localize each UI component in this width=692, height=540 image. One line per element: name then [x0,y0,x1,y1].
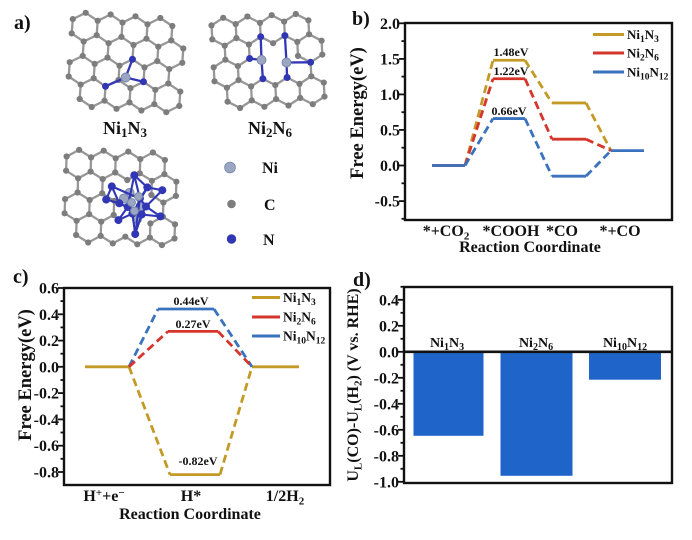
svg-text:-0.8: -0.8 [374,448,399,465]
svg-text:1.5: 1.5 [380,51,400,68]
svg-text:0.27eV: 0.27eV [176,317,211,331]
svg-text:1.0: 1.0 [380,87,400,104]
svg-text:0.5: 0.5 [380,122,400,139]
svg-text:0.0: 0.0 [39,359,59,376]
svg-text:*CO: *CO [546,223,578,240]
svg-text:-0.8: -0.8 [34,465,59,482]
svg-text:Reaction Coordinate: Reaction Coordinate [459,239,601,256]
svg-text:0.0: 0.0 [379,344,399,361]
svg-text:c): c) [13,266,29,288]
svg-text:1.22eV: 1.22eV [494,64,529,78]
svg-text:0.4: 0.4 [379,292,399,309]
svg-text:0.0: 0.0 [380,158,400,175]
svg-text:Reaction Coordinate: Reaction Coordinate [119,506,261,523]
svg-text:-0.2: -0.2 [34,386,59,403]
svg-text:N: N [263,232,275,249]
svg-text:0.44eV: 0.44eV [174,294,209,308]
svg-text:0.66eV: 0.66eV [492,104,527,118]
svg-text:0.2: 0.2 [39,333,59,350]
svg-text:-0.2: -0.2 [374,370,399,387]
svg-text:-1.0: -1.0 [374,474,399,491]
svg-text:*+CO: *+CO [599,223,640,240]
svg-text:0.2: 0.2 [379,318,399,335]
svg-text:-0.82eV: -0.82eV [179,454,218,468]
svg-text:Free Energy(eV): Free Energy(eV) [16,309,36,441]
svg-text:a): a) [14,12,31,34]
svg-text:-0.4: -0.4 [374,396,399,413]
svg-text:0.6: 0.6 [39,281,59,298]
svg-text:-0.5: -0.5 [375,194,400,211]
svg-text:*COOH: *COOH [483,223,540,240]
svg-text:1.48eV: 1.48eV [494,45,529,59]
svg-text:b): b) [352,8,370,30]
svg-text:Free Energy(eV): Free Energy(eV) [348,47,368,179]
svg-text:C: C [264,197,276,214]
svg-text:Ni: Ni [262,160,279,177]
svg-text:-0.6: -0.6 [374,422,399,439]
svg-text:-0.6: -0.6 [34,438,59,455]
svg-text:d): d) [353,269,371,291]
svg-text:2.0: 2.0 [380,16,400,33]
svg-text:H*: H* [181,488,201,505]
svg-text:0.4: 0.4 [39,307,59,324]
svg-text:-0.4: -0.4 [34,412,59,429]
